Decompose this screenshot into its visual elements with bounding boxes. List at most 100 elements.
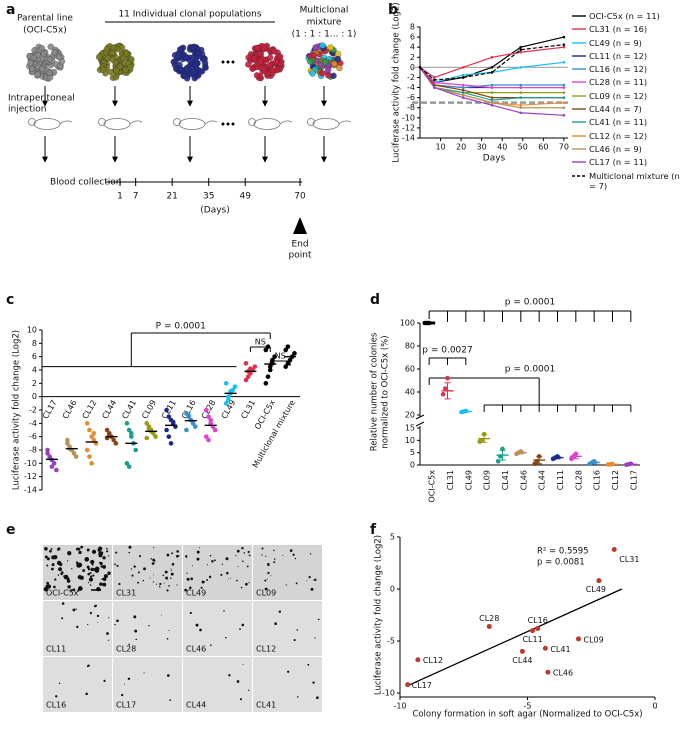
colony <box>60 571 64 574</box>
x-tick-label: 30 <box>477 143 487 152</box>
colony <box>184 588 187 592</box>
colony <box>94 568 100 573</box>
colony <box>287 670 290 673</box>
legend-entry: CL09 (n = 12) <box>572 91 684 101</box>
dot <box>129 431 134 436</box>
point-label: CL44 <box>512 656 532 665</box>
point <box>461 73 465 77</box>
dot <box>243 361 249 366</box>
cell <box>104 54 112 62</box>
x-tick-label: 20 <box>456 143 466 152</box>
days-label: (Days) <box>200 206 229 216</box>
colony <box>85 692 88 696</box>
legend-label: CL28 (n = 11) <box>589 77 648 88</box>
colony <box>87 664 90 667</box>
colony <box>225 636 227 639</box>
x-tick-label: CL12 <box>611 470 620 490</box>
colony <box>189 611 192 615</box>
dot <box>285 361 291 366</box>
point <box>562 35 566 39</box>
colony <box>242 664 244 666</box>
colony <box>61 602 65 605</box>
mixture-label: Multiclonal <box>300 6 349 16</box>
cell <box>100 66 107 73</box>
image-label: CL09 <box>256 589 276 598</box>
series-line <box>419 46 564 79</box>
colony <box>107 571 111 575</box>
y-tick-label: 10 <box>27 326 37 335</box>
point <box>433 86 436 89</box>
dot <box>164 427 169 433</box>
colony <box>170 577 172 579</box>
cell <box>331 60 338 68</box>
dot <box>265 374 271 379</box>
colony <box>289 549 293 552</box>
cell <box>261 44 269 51</box>
cell <box>193 61 200 68</box>
panel-label: e <box>6 522 16 538</box>
colony <box>72 588 76 592</box>
point <box>490 66 494 69</box>
colony <box>99 582 103 586</box>
colony <box>88 577 94 582</box>
colony <box>89 572 92 574</box>
mouse-head <box>307 118 315 126</box>
colony <box>220 573 223 576</box>
mouse-tail <box>59 120 73 125</box>
x-tick-label: 40 <box>497 143 507 152</box>
colony <box>57 574 60 576</box>
colony <box>307 663 310 666</box>
image-label: OCI-C5x <box>46 589 79 598</box>
timeline-label: 1 <box>117 192 123 202</box>
colony <box>78 550 82 555</box>
colony <box>245 582 248 586</box>
colony <box>89 611 93 615</box>
colony <box>282 554 284 556</box>
colony <box>317 618 320 621</box>
y-tick-label: 5 <box>390 533 395 542</box>
colony <box>43 586 49 592</box>
series-line <box>419 36 565 84</box>
colony <box>265 555 267 557</box>
colony <box>131 574 134 577</box>
image-label: CL16 <box>46 701 66 710</box>
colony <box>278 610 282 613</box>
micrograph <box>113 545 182 600</box>
cell <box>183 55 190 62</box>
x-tick-label: Multiclonal mixture <box>251 398 297 469</box>
point <box>519 96 523 99</box>
colony <box>63 574 69 580</box>
cell <box>40 50 47 57</box>
y-tick-label: 10 <box>405 436 415 445</box>
point <box>562 113 566 117</box>
micrograph <box>43 657 112 712</box>
colony <box>77 562 83 568</box>
colony <box>312 681 315 684</box>
colony <box>308 575 311 579</box>
legend-label: CL49 (n = 9) <box>589 37 642 48</box>
legend-swatch <box>572 161 586 163</box>
y-tick-label: 60 <box>405 365 415 374</box>
colony <box>91 549 97 554</box>
y-tick-label: -8 <box>29 446 37 455</box>
colony <box>285 584 287 586</box>
cell <box>251 55 258 62</box>
colony <box>239 628 241 630</box>
colony <box>230 577 231 579</box>
y-tick-label: 20 <box>405 411 415 420</box>
point <box>519 50 523 54</box>
point <box>490 98 494 102</box>
colony <box>196 557 200 561</box>
y-tick-label: -6 <box>29 432 37 441</box>
annotation: p = 0.0001 <box>505 298 555 308</box>
y-tick-label: -14 <box>402 134 415 143</box>
colony <box>221 563 224 565</box>
point <box>519 45 523 49</box>
injection-label: injection <box>8 105 46 115</box>
dot <box>245 374 251 379</box>
colony <box>170 569 173 571</box>
colony <box>309 553 312 555</box>
colony <box>295 582 298 585</box>
dot <box>226 397 231 403</box>
cell <box>103 46 111 53</box>
